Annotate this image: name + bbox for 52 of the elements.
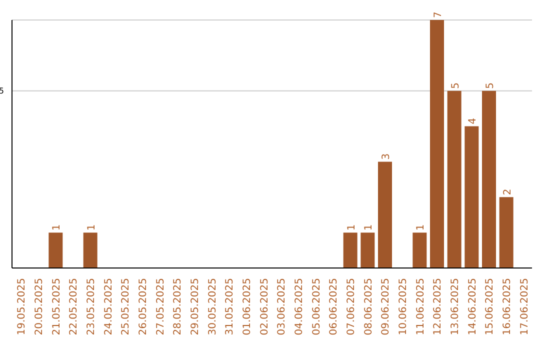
x-tick-label: 01.06.2025	[242, 278, 253, 336]
x-tick-label: 16.06.2025	[502, 278, 513, 336]
x-tick-label: 21.05.2025	[51, 278, 62, 336]
x-tick-label: 05.06.2025	[311, 278, 322, 336]
x-tick-label: 22.05.2025	[68, 278, 80, 336]
data-label: 3	[381, 153, 392, 160]
x-tick-label: 24.05.2025	[103, 278, 114, 336]
bar	[499, 197, 514, 268]
data-label: 5	[485, 82, 496, 89]
x-tick-label: 12.06.2025	[432, 278, 444, 336]
x-tick-label: 27.05.2025	[155, 278, 166, 336]
bar	[378, 162, 392, 268]
data-label: 1	[416, 224, 427, 231]
data-label: 1	[52, 224, 63, 231]
x-tick-label: 15.06.2025	[484, 278, 496, 336]
bar	[360, 232, 375, 268]
x-tick-label: 11.06.2025	[415, 278, 426, 336]
bar	[83, 232, 98, 268]
x-tick-label: 06.06.2025	[328, 278, 340, 336]
x-tick-label: 26.05.2025	[138, 278, 149, 336]
bar	[430, 20, 444, 268]
data-label: 2	[502, 188, 514, 196]
x-tick-label: 31.05.2025	[224, 278, 236, 336]
x-tick-label: 02.06.2025	[259, 278, 270, 336]
bar	[343, 232, 358, 268]
x-tick-label: 20.05.2025	[34, 278, 45, 336]
data-label: 1	[364, 224, 375, 231]
x-tick-label: 08.06.2025	[363, 278, 374, 336]
x-tick-label: 07.06.2025	[346, 278, 357, 336]
bar	[447, 90, 462, 268]
data-label: 7	[433, 12, 444, 18]
bar	[48, 232, 63, 268]
data-label: 5	[450, 82, 462, 89]
x-tick-label: 13.06.2025	[450, 278, 461, 336]
x-tick-label: 19.05.2025	[16, 278, 28, 336]
x-tick-label: 23.05.2025	[86, 278, 97, 336]
data-label: 1	[86, 224, 98, 231]
bar	[464, 126, 479, 268]
x-tick-label: 14.06.2025	[467, 278, 478, 336]
x-tick-label: 28.05.2025	[172, 278, 184, 336]
data-label: 4	[468, 118, 479, 124]
bar	[482, 90, 496, 268]
x-tick-label: 10.06.2025	[398, 278, 409, 336]
x-tick-label: 04.06.2025	[294, 278, 305, 336]
x-tick-label: 30.05.2025	[207, 278, 218, 336]
x-tick-label: 17.06.2025	[519, 278, 530, 336]
x-tick-label: 25.05.2025	[120, 278, 132, 336]
x-tick-label: 09.06.2025	[380, 278, 392, 336]
x-tick-label: 29.05.2025	[190, 278, 201, 336]
x-tick-label: 03.06.2025	[276, 278, 288, 336]
data-label: 1	[346, 224, 358, 231]
bar	[412, 232, 427, 268]
